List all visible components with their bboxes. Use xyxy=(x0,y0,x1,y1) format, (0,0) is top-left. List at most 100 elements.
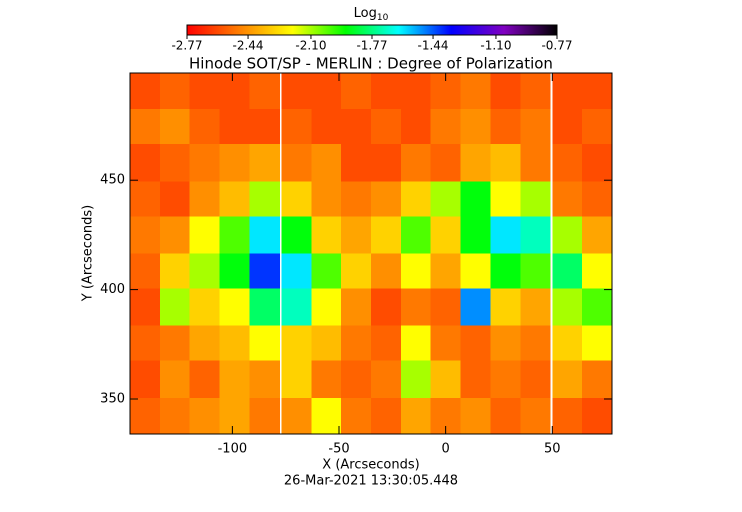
heat-cell xyxy=(490,181,521,219)
heat-cell xyxy=(219,253,250,292)
heat-cell xyxy=(520,109,551,147)
heat-cell xyxy=(582,181,612,219)
heat-cell xyxy=(281,397,312,434)
heat-cell xyxy=(490,360,521,399)
heat-cell xyxy=(400,73,432,110)
heat-cell xyxy=(460,216,491,254)
heat-cell xyxy=(189,181,221,219)
heat-cell xyxy=(460,253,491,292)
heat-cell xyxy=(341,109,372,147)
heat-cell xyxy=(311,181,342,219)
heat-cell xyxy=(281,181,312,219)
heat-cell xyxy=(400,144,432,182)
heat-cell xyxy=(189,144,221,182)
heat-cell xyxy=(189,216,221,254)
heat-cell xyxy=(311,288,342,327)
footer: 26-Mar-2021 13:30:05.448 xyxy=(284,474,458,489)
heat-cell xyxy=(281,253,312,292)
heat-cell xyxy=(130,73,161,110)
heat-cell xyxy=(311,325,342,364)
heat-cell xyxy=(430,288,462,327)
heat-cell xyxy=(371,109,402,147)
x-tick-label: -50 xyxy=(328,442,349,457)
heat-cell xyxy=(520,325,551,364)
heat-cell xyxy=(430,253,462,292)
heat-cell xyxy=(219,73,250,110)
heat-cell xyxy=(520,360,551,399)
colorbar-tick-label: -2.77 xyxy=(171,39,202,53)
heat-cell xyxy=(130,253,161,292)
heat-cell xyxy=(341,253,372,292)
x-tick-label: 0 xyxy=(442,442,450,457)
heat-cell xyxy=(400,181,432,219)
x-tick-label: 50 xyxy=(544,442,561,457)
heatmap xyxy=(130,73,612,434)
heat-cell xyxy=(490,288,521,327)
heat-cell xyxy=(520,73,551,110)
heat-cell xyxy=(490,216,521,254)
heat-cell xyxy=(582,325,612,364)
heat-cell xyxy=(460,397,491,434)
heat-cell xyxy=(189,109,221,147)
heat-cell xyxy=(582,360,612,399)
colorbar-tick-label: -1.77 xyxy=(356,39,387,53)
heat-cell xyxy=(130,397,161,434)
heat-cell xyxy=(281,325,312,364)
heat-cell xyxy=(490,73,521,110)
heat-cell xyxy=(400,253,432,292)
heat-cell xyxy=(552,360,583,399)
heat-cell xyxy=(249,144,280,182)
heat-cell xyxy=(281,288,312,327)
heat-cell xyxy=(249,325,280,364)
heat-cell xyxy=(159,144,191,182)
heat-cell xyxy=(371,216,402,254)
heat-cell xyxy=(130,181,161,219)
heat-cell xyxy=(130,288,161,327)
colorbar xyxy=(186,24,558,36)
heat-cell xyxy=(520,181,551,219)
heat-cell xyxy=(189,360,221,399)
heat-cell xyxy=(311,109,342,147)
heat-cell xyxy=(311,360,342,399)
heat-cell xyxy=(189,288,221,327)
heat-cell xyxy=(311,144,342,182)
heat-cell xyxy=(159,325,191,364)
y-tick-label: 350 xyxy=(100,391,125,406)
heat-cell xyxy=(400,360,432,399)
heat-cell xyxy=(130,144,161,182)
heat-cell xyxy=(249,288,280,327)
heat-cell xyxy=(249,253,280,292)
heat-cell xyxy=(159,253,191,292)
heat-cell xyxy=(520,397,551,434)
heat-cell xyxy=(582,144,612,182)
colorbar-tick-label: -1.10 xyxy=(480,39,511,53)
heat-cell xyxy=(582,288,612,327)
heat-cell xyxy=(371,360,402,399)
heat-cell xyxy=(460,360,491,399)
heat-cell xyxy=(189,253,221,292)
heat-cell xyxy=(460,109,491,147)
heat-cell xyxy=(430,216,462,254)
heat-cell xyxy=(159,360,191,399)
heat-cell xyxy=(460,144,491,182)
y-tick-label: 400 xyxy=(100,282,125,297)
heat-cell xyxy=(460,181,491,219)
heat-cell xyxy=(311,397,342,434)
heat-cell xyxy=(249,360,280,399)
heat-cell xyxy=(582,253,612,292)
heat-cell xyxy=(159,288,191,327)
colorbar-label: Log10 xyxy=(354,6,389,23)
heat-cell xyxy=(490,144,521,182)
heat-cell xyxy=(490,325,521,364)
heat-cell xyxy=(430,325,462,364)
heat-cell xyxy=(219,325,250,364)
colorbar-tick-label: -1.44 xyxy=(418,39,449,53)
heat-cell xyxy=(552,288,583,327)
colorbar-tick-label: -0.77 xyxy=(541,39,572,53)
heat-cell xyxy=(311,216,342,254)
heat-cell xyxy=(430,144,462,182)
heat-cell xyxy=(341,216,372,254)
heat-cell xyxy=(430,181,462,219)
heat-cell xyxy=(341,360,372,399)
